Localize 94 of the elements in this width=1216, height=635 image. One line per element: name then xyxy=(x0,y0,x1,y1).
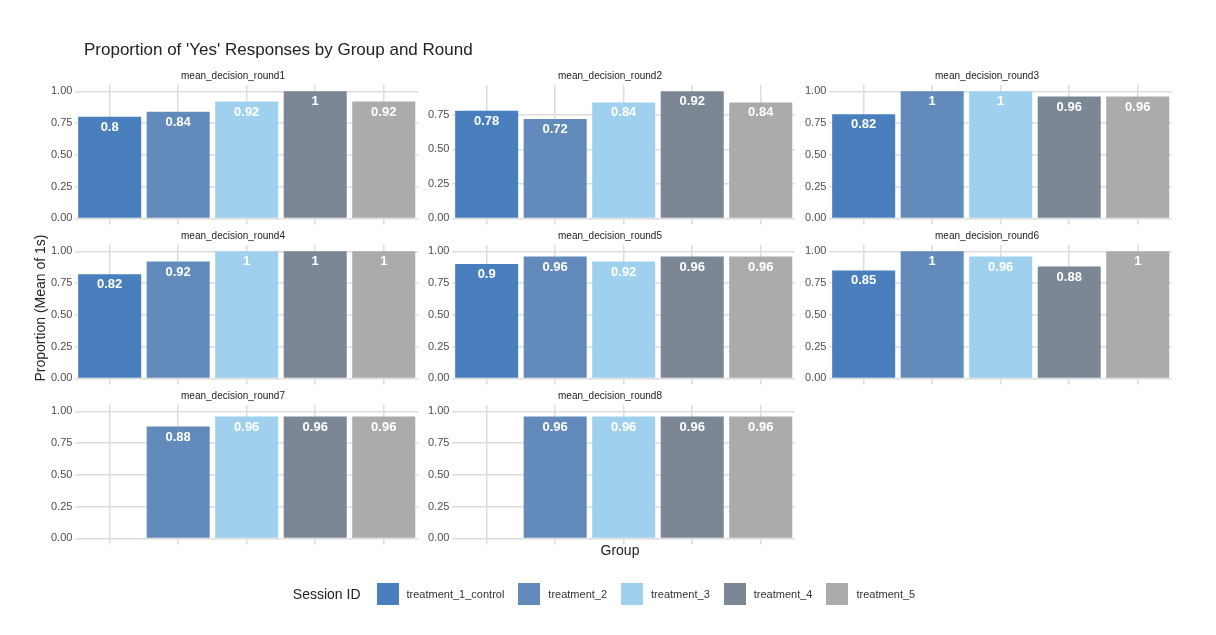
y-tick-label: 0.25 xyxy=(427,339,450,352)
y-tick-label: 0.25 xyxy=(427,499,450,512)
data-label: 0.85 xyxy=(851,272,877,288)
y-tick-label: 0.00 xyxy=(427,531,450,544)
data-label: 0.84 xyxy=(748,104,775,120)
data-label: 0.96 xyxy=(1125,98,1151,114)
chart-subtitle: mean_decision_round1 xyxy=(181,69,286,81)
data-label: 1 xyxy=(1134,253,1142,269)
y-tick-label: 0.75 xyxy=(50,436,73,449)
data-label: 0.92 xyxy=(371,103,397,119)
legend-label: treatment_4 xyxy=(753,588,813,600)
y-tick-label: 1.00 xyxy=(804,84,827,97)
data-label: 0.96 xyxy=(542,418,568,434)
y-tick-label: 0.75 xyxy=(427,436,450,449)
legend-label: treatment_3 xyxy=(651,588,710,600)
data-label: 0.88 xyxy=(165,428,191,444)
data-label: 1 xyxy=(928,93,936,109)
y-tick-label: 0.00 xyxy=(50,531,73,544)
y-tick-label: 1.00 xyxy=(50,404,73,417)
y-tick-label: 1.00 xyxy=(804,244,827,257)
data-label: 0.82 xyxy=(97,276,123,292)
data-label: 0.96 xyxy=(988,258,1014,274)
y-tick-label: 0.75 xyxy=(427,107,450,120)
y-tick-label: 0.50 xyxy=(50,147,73,160)
data-label: 0.82 xyxy=(851,116,877,132)
chart-subtitle: mean_decision_round7 xyxy=(181,389,286,401)
y-tick-label: 0.25 xyxy=(427,176,450,189)
chart-subtitle: mean_decision_round4 xyxy=(181,229,286,241)
y-tick-label: 0.25 xyxy=(50,179,73,192)
y-tick-label: 0.75 xyxy=(50,276,73,289)
data-label: 0.92 xyxy=(234,103,260,119)
y-tick-label: 1.00 xyxy=(50,244,73,257)
y-tick-label: 0.50 xyxy=(804,307,827,320)
data-label: 0.92 xyxy=(679,93,705,109)
data-label: 0.96 xyxy=(679,418,705,434)
data-label: 0.96 xyxy=(234,418,260,434)
y-tick-label: 0.50 xyxy=(50,307,73,320)
data-label: 0.96 xyxy=(371,418,397,434)
chart-subtitle: mean_decision_round5 xyxy=(558,229,663,241)
data-label: 0.8 xyxy=(100,118,119,134)
data-label: 0.78 xyxy=(474,112,500,128)
chart-title: Proportion of 'Yes' Responses by Group and Round xyxy=(84,40,473,60)
data-label: 0.96 xyxy=(1056,98,1082,114)
chart-subtitle: mean_decision_round8 xyxy=(558,389,663,401)
chart-subtitle: mean_decision_round6 xyxy=(935,229,1040,241)
data-label: 0.96 xyxy=(748,258,774,274)
y-tick-label: 0.75 xyxy=(804,276,827,289)
y-tick-label: 0.50 xyxy=(427,467,450,480)
data-label: 0.9 xyxy=(477,266,496,282)
data-label: 0.96 xyxy=(679,258,705,274)
data-label: 0.84 xyxy=(611,104,638,120)
y-tick-label: 0.50 xyxy=(804,147,827,160)
y-tick-label: 0.25 xyxy=(804,339,827,352)
y-tick-label: 0.00 xyxy=(804,211,827,224)
y-tick-label: 0.00 xyxy=(804,371,827,384)
y-tick-label: 1.00 xyxy=(427,404,450,417)
data-label: 0.96 xyxy=(302,418,328,434)
y-tick-label: 0.00 xyxy=(427,211,450,224)
y-tick-label: 0.75 xyxy=(804,116,827,129)
y-tick-label: 0.75 xyxy=(427,276,450,289)
data-label: 1 xyxy=(928,253,936,269)
data-label: 0.88 xyxy=(1056,268,1082,284)
y-tick-label: 0.00 xyxy=(50,371,73,384)
data-label: 0.92 xyxy=(165,263,191,279)
y-tick-label: 1.00 xyxy=(50,84,73,97)
data-label: 1 xyxy=(997,93,1005,109)
y-tick-label: 0.50 xyxy=(50,467,73,480)
chart-subtitle: mean_decision_round3 xyxy=(935,69,1040,81)
y-tick-label: 0.00 xyxy=(427,371,450,384)
y-tick-label: 0.25 xyxy=(50,499,73,512)
data-label: 1 xyxy=(243,253,251,269)
y-tick-label: 0.50 xyxy=(427,307,450,320)
legend-label: treatment_5 xyxy=(856,588,916,600)
y-tick-label: 0.50 xyxy=(427,142,450,155)
data-label: 0.92 xyxy=(611,263,637,279)
y-tick-label: 0.75 xyxy=(50,116,73,129)
y-tick-label: 0.00 xyxy=(50,211,73,224)
y-tick-label: 0.25 xyxy=(804,179,827,192)
data-label: 0.72 xyxy=(542,121,568,137)
data-label: 0.96 xyxy=(611,418,637,434)
data-label: 0.96 xyxy=(748,418,774,434)
y-tick-label: 1.00 xyxy=(427,244,450,257)
data-label: 1 xyxy=(311,93,319,109)
data-label: 1 xyxy=(380,253,388,269)
y-axis-title: Proportion (Mean of 1s) xyxy=(32,233,48,384)
data-label: 1 xyxy=(311,253,319,269)
y-tick-label: 0.25 xyxy=(50,339,73,352)
chart-subtitle: mean_decision_round2 xyxy=(558,69,663,81)
legend-title: Session ID xyxy=(292,586,361,602)
legend-label: treatment_2 xyxy=(548,588,608,600)
data-label: 0.84 xyxy=(165,113,192,129)
data-label: 0.96 xyxy=(542,258,568,274)
legend-label: treatment_1_control xyxy=(406,588,505,600)
x-axis-title: Group xyxy=(599,542,641,558)
